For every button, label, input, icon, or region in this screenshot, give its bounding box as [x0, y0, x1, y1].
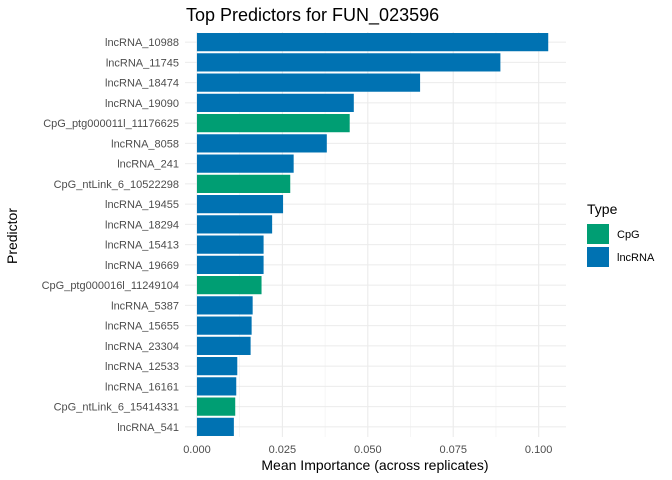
bar-lncRNA_18474	[196, 73, 421, 92]
bar-lncRNA_12533	[196, 357, 238, 376]
y-tick-label: lncRNA_5387	[111, 300, 179, 312]
x-tick-label: 0.100	[525, 444, 553, 456]
y-tick-label: lncRNA_16161	[105, 381, 179, 393]
legend-items: CpG lncRNA	[587, 224, 655, 267]
bar-CpG_ptg000016l_11249104	[196, 276, 262, 295]
bar-lncRNA_241	[196, 154, 294, 173]
y-tick-label: lncRNA_541	[117, 422, 179, 434]
bar-lncRNA_23304	[196, 336, 251, 355]
legend-key-lncRNA	[587, 247, 609, 267]
bar-lncRNA_11745	[196, 53, 501, 72]
bar-lncRNA_8058	[196, 134, 327, 153]
legend-key-CpG	[587, 224, 609, 244]
bar-lncRNA_16161	[196, 377, 237, 396]
gridlines	[185, 32, 566, 437]
y-tick-labels: lncRNA_10988 lncRNA_11745 lncRNA_18474 lncR…	[42, 37, 179, 434]
bar-lncRNA_19455	[196, 195, 284, 214]
bar-lncRNA_19090	[196, 93, 354, 112]
chart-title: Top Predictors for FUN_023596	[186, 5, 439, 26]
bar-CpG_ptg000011l_11176625	[196, 114, 350, 133]
y-tick-label: lncRNA_19090	[105, 98, 179, 110]
y-tick-label: CpG_ntLink_6_15414331	[54, 402, 179, 414]
y-tick-label: CpG_ptg000016l_11249104	[42, 280, 179, 292]
legend-title: Type	[587, 201, 618, 217]
y-tick-label: lncRNA_23304	[105, 341, 179, 353]
bar-lncRNA_15413	[196, 235, 264, 254]
x-tick-label: 0.000	[183, 444, 211, 456]
y-tick-label: CpG_ptg000011l_11176625	[43, 118, 179, 130]
x-tick-label: 0.025	[269, 444, 297, 456]
y-tick-label: lncRNA_19455	[105, 199, 179, 211]
legend-label: CpG	[617, 229, 640, 241]
y-tick-label: lncRNA_11745	[106, 57, 179, 69]
y-tick-label: lncRNA_241	[117, 159, 179, 171]
y-tick-label: lncRNA_18294	[105, 219, 179, 231]
bar-CpG_ntLink_6_15414331	[196, 397, 236, 416]
x-tick-label: 0.050	[354, 444, 382, 456]
y-tick-label: lncRNA_10988	[105, 37, 179, 49]
y-tick-label: lncRNA_8058	[111, 138, 179, 150]
y-tick-label: lncRNA_15413	[105, 240, 179, 252]
y-axis-title: Predictor	[4, 208, 20, 264]
legend-label: lncRNA	[617, 252, 655, 264]
x-tick-labels: 0.000 0.025 0.050 0.075 0.100	[183, 444, 552, 456]
bar-lncRNA_541	[196, 417, 234, 436]
bar-lncRNA_19669	[196, 255, 264, 274]
bars	[196, 33, 549, 436]
y-tick-label: lncRNA_19669	[105, 260, 179, 272]
bar-lncRNA_5387	[196, 296, 253, 315]
bar-lncRNA_10988	[196, 33, 549, 52]
bar-lncRNA_18294	[196, 215, 273, 234]
y-tick-label: lncRNA_12533	[105, 361, 179, 373]
bar-lncRNA_15655	[196, 316, 252, 335]
legend: Type CpG lncRNA	[587, 201, 655, 267]
x-axis-title: Mean Importance (across replicates)	[261, 457, 488, 473]
x-tick-label: 0.075	[439, 444, 467, 456]
bar-CpG_ntLink_6_10522298	[196, 174, 291, 193]
y-tick-label: CpG_ntLink_6_10522298	[54, 179, 179, 191]
y-tick-label: lncRNA_15655	[105, 321, 179, 333]
y-tick-label: lncRNA_18474	[105, 78, 179, 90]
